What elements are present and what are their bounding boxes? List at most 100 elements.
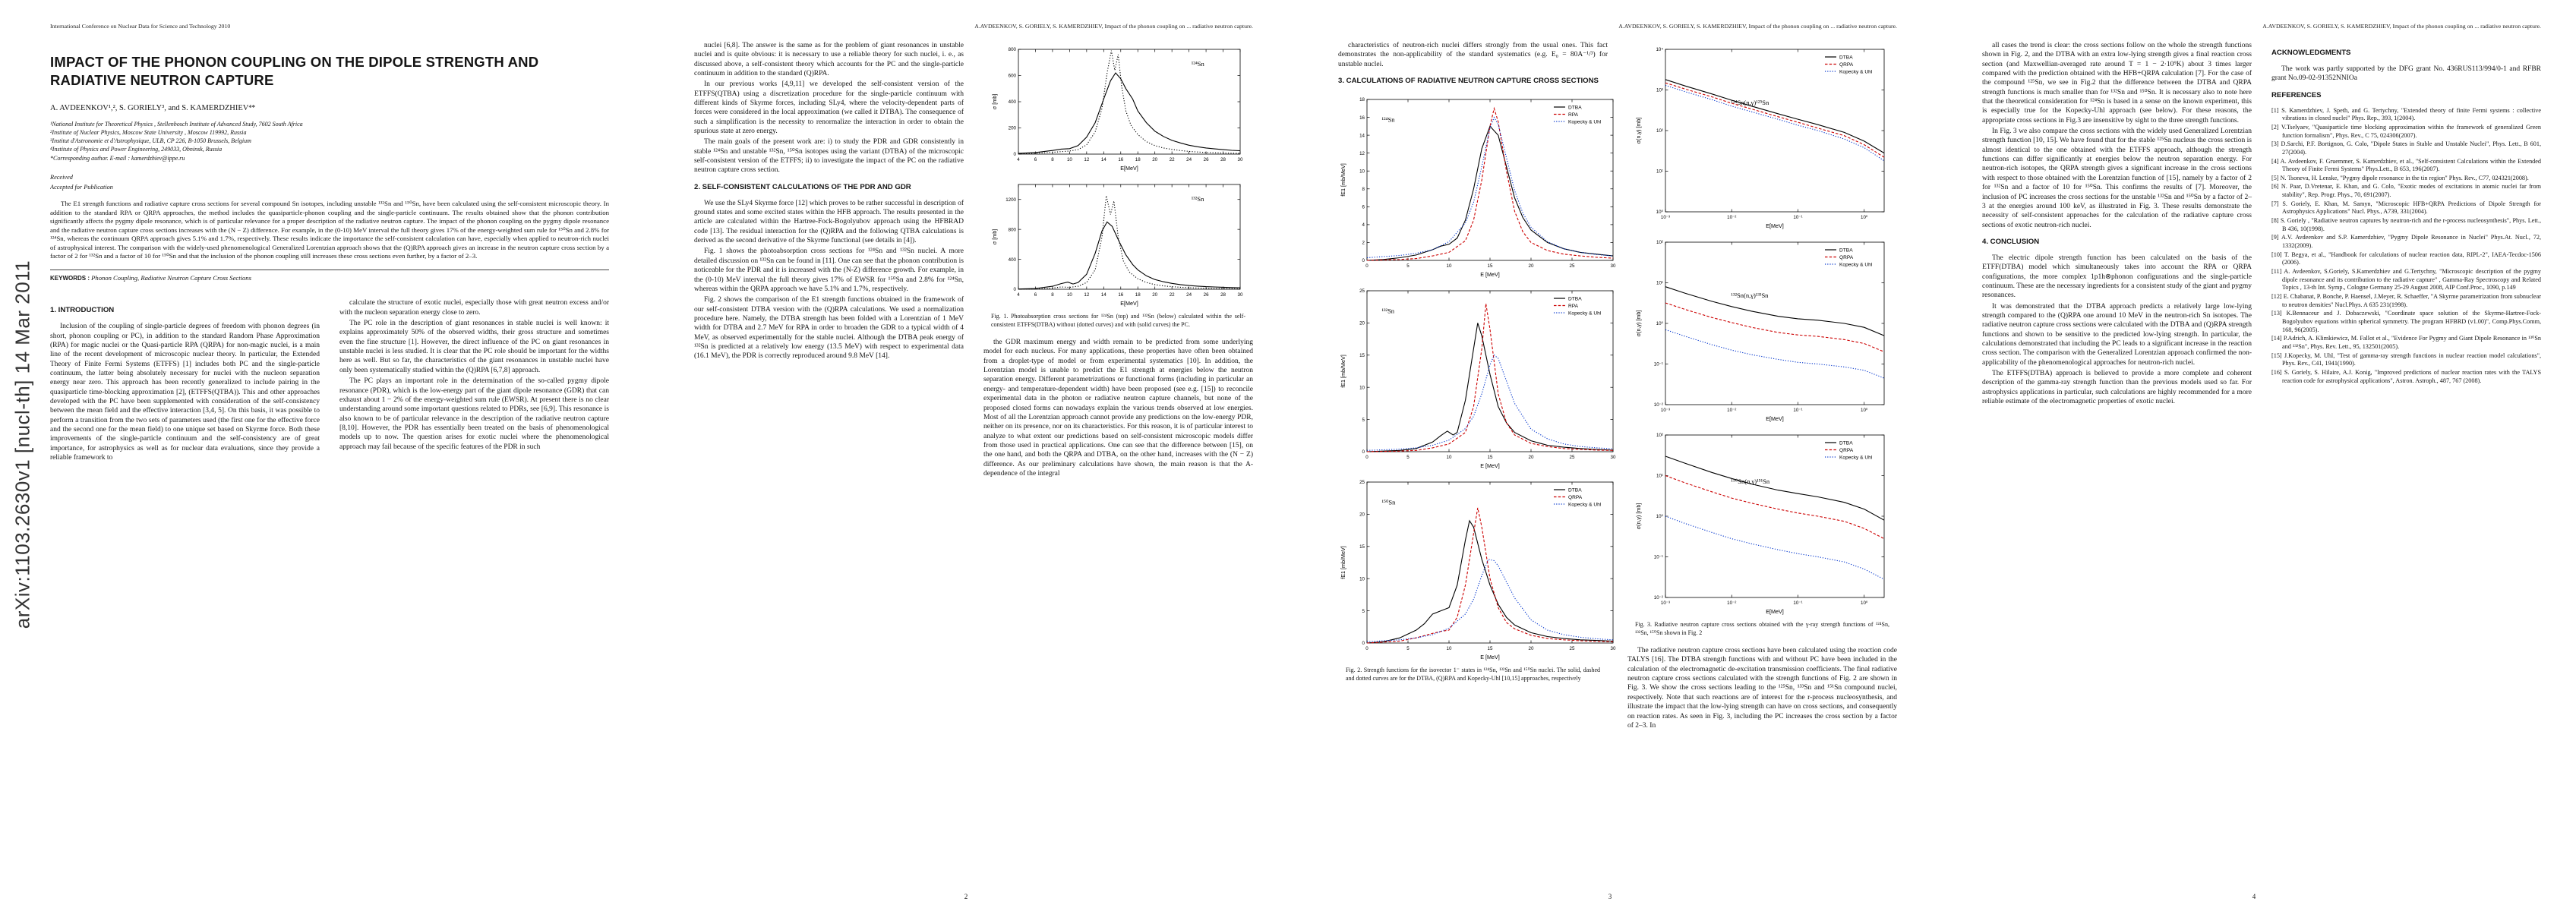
svg-text:15: 15 [1488, 455, 1493, 460]
svg-text:0: 0 [1362, 641, 1365, 646]
svg-text:Kopecky & Uhl: Kopecky & Uhl [1839, 262, 1873, 267]
references-list: [1] S. Kamerdzhiev, J. Speth, and G. Ter… [2271, 107, 2541, 386]
svg-text:10⁻¹: 10⁻¹ [1793, 601, 1802, 606]
svg-text:0: 0 [1365, 646, 1368, 651]
received-line: Received [50, 173, 73, 181]
page-4: A.AVDEENKOV, S. GORIELY, S. KAMERDZHIEV,… [1932, 0, 2576, 911]
intro-text-left: Inclusion of the coupling of single-part… [50, 322, 320, 462]
authors-line: A. AVDEENKOV¹,², S. GORIELY³, and S. KAM… [50, 103, 256, 112]
svg-text:¹³²Sn: ¹³²Sn [1381, 307, 1394, 315]
figure-1-plot-132sn: 4 6 8 10 12 14 16 18 20 22 24 26 28 30 0 400 800 1200 E[Me… [990, 178, 1248, 308]
svg-text:16: 16 [1118, 157, 1123, 162]
page-3-column-right: 10⁻³ 10⁻² 10⁻¹ 10⁰ 10⁰ 10¹ 10² 10³ 10⁴ E[MeV] σ(n,… [1627, 41, 1897, 732]
paragraph: In Fig. 3 we also compare the cross sect… [1982, 128, 2252, 229]
svg-text:10³: 10³ [1656, 88, 1663, 93]
reference-entry: [14] P.Adrich, A. Klimkiewicz, M. Fallot… [2271, 335, 2541, 350]
svg-text:28: 28 [1220, 292, 1226, 298]
figure-3-plot-150sn: 10⁻³ 10⁻² 10⁻¹ 10⁰ 10⁻² 10⁻¹ 10⁰ 10¹ 10² E[MeV] σ(… [1634, 428, 1892, 616]
page-number-4: 4 [2252, 893, 2256, 900]
svg-text:¹²⁴Sn: ¹²⁴Sn [1191, 60, 1204, 68]
svg-text:¹²⁴Sn(n,γ)¹²⁵Sn: ¹²⁴Sn(n,γ)¹²⁵Sn [1731, 99, 1769, 106]
paragraph: characteristics of neutron-rich nuclei d… [1338, 42, 1608, 68]
references-heading: REFERENCES [2271, 90, 2322, 99]
svg-text:10⁰: 10⁰ [1861, 215, 1868, 220]
svg-text:25: 25 [1359, 480, 1365, 485]
svg-text:DTBA: DTBA [1568, 487, 1582, 493]
svg-text:16: 16 [1118, 292, 1123, 298]
svg-text:0: 0 [1013, 287, 1016, 292]
svg-text:16: 16 [1359, 115, 1365, 121]
page-1-body: IMPACT OF THE PHONON COUPLING ON THE DIP… [50, 41, 609, 885]
svg-text:4: 4 [1017, 157, 1020, 162]
page-2-column-left: nuclei [6,8]. The answer is the same as … [694, 41, 964, 480]
svg-text:σ(n,γ) [mb]: σ(n,γ) [mb] [1635, 118, 1642, 144]
received-block: Received Accepted for Publication [50, 173, 609, 193]
paragraph: The main goals of the present work are: … [694, 138, 964, 175]
reference-entry: [3] D.Sarchi, P.F. Bortignon, G. Colo, "… [2271, 140, 2541, 156]
svg-text:5: 5 [1406, 263, 1410, 269]
svg-text:600: 600 [1008, 74, 1016, 79]
page-2-column-right: 4 6 8 10 12 14 16 18 20 22 24 26 28 30 0 200 400 600 800 E[… [983, 41, 1253, 480]
svg-text:E [MeV]: E [MeV] [1480, 654, 1500, 660]
page-number-3: 3 [1608, 893, 1612, 900]
page-4-text-b: The electric dipole strength function ha… [1982, 254, 2252, 407]
reference-entry: [5] N. Tsoneva, H. Lenske, "Pygmy dipole… [2271, 174, 2529, 181]
svg-text:σ [mb]: σ [mb] [991, 94, 998, 109]
svg-text:24: 24 [1186, 157, 1192, 162]
svg-text:10: 10 [1359, 385, 1365, 390]
svg-text:10⁻²: 10⁻² [1727, 215, 1736, 220]
svg-text:15: 15 [1488, 263, 1493, 269]
svg-text:10¹: 10¹ [1656, 169, 1663, 175]
svg-text:DTBA: DTBA [1568, 105, 1582, 110]
svg-text:12: 12 [1084, 157, 1089, 162]
svg-text:8: 8 [1362, 187, 1365, 192]
reference-entry: [6] N. Paar, D.Vretenar, E. Khan, and G.… [2271, 183, 2541, 199]
page-2-text-a: nuclei [6,8]. The answer is the same as … [694, 41, 964, 175]
svg-text:fE1 [mb/MeV]: fE1 [mb/MeV] [1340, 163, 1346, 197]
svg-text:12: 12 [1084, 292, 1089, 298]
svg-text:10⁻³: 10⁻³ [1660, 215, 1669, 220]
figure-2-plot-124sn: 0 5 10 15 20 25 30 0 2 4 6 8 10 12 14 16 18 E [MeV] fE1 [m… [1338, 93, 1621, 279]
svg-text:10⁻²: 10⁻² [1727, 601, 1736, 606]
svg-text:10: 10 [1359, 169, 1365, 174]
svg-text:5: 5 [1362, 418, 1365, 423]
page-3-column-left: characteristics of neutron-rich nuclei d… [1338, 41, 1616, 732]
svg-text:E[MeV]: E[MeV] [1766, 222, 1784, 229]
svg-text:¹³²Sn(n,γ)¹³³Sn: ¹³²Sn(n,γ)¹³³Sn [1731, 292, 1769, 299]
reference-entry: [2] V.Tselyaev, "Quasiparticle time bloc… [2271, 123, 2541, 139]
svg-text:10⁰: 10⁰ [1656, 210, 1663, 215]
acknowledgments-text: The work was partly supported by the DFG… [2271, 65, 2541, 83]
figure-3-plot-124sn: 10⁻³ 10⁻² 10⁻¹ 10⁰ 10⁰ 10¹ 10² 10³ 10⁴ E[MeV] σ(n,… [1634, 43, 1892, 231]
svg-text:10⁻¹: 10⁻¹ [1653, 362, 1662, 367]
svg-text:14: 14 [1359, 133, 1365, 138]
svg-text:12: 12 [1359, 151, 1365, 156]
conference-header: International Conference on Nuclear Data… [50, 23, 231, 30]
page-1-columns: 1. INTRODUCTION Inclusion of the couplin… [50, 298, 609, 464]
reference-entry: [13] K.Bennaceur and J. Dobaczewski, "Co… [2271, 310, 2541, 333]
svg-text:0: 0 [1362, 258, 1365, 263]
svg-text:0: 0 [1365, 455, 1368, 460]
svg-text:σ(n,γ) [mb]: σ(n,γ) [mb] [1635, 503, 1642, 530]
svg-text:5: 5 [1362, 609, 1365, 614]
keywords-line: KEYWORDS : Phonon Coupling, Radiative Ne… [50, 270, 609, 286]
svg-text:30: 30 [1611, 263, 1616, 269]
svg-text:Kopecky & Uhl: Kopecky & Uhl [1839, 69, 1873, 74]
svg-text:10⁻³: 10⁻³ [1660, 408, 1669, 413]
svg-text:DTBA: DTBA [1839, 247, 1853, 253]
page-1: International Conference on Nuclear Data… [0, 0, 644, 911]
svg-text:10⁴: 10⁴ [1656, 47, 1663, 52]
reference-entry: [15] J.Kopecky, M. Uhl, "Test of gamma-r… [2271, 351, 2541, 367]
affiliation-line: *Corresponding author. E-mail : kamerdzh… [50, 154, 185, 162]
reference-entry: [16] S. Goriely, S. Hilaire, A.J. Konig,… [2271, 368, 2541, 384]
svg-text:10⁻²: 10⁻² [1727, 408, 1736, 413]
svg-text:4: 4 [1362, 222, 1365, 228]
paragraph: The PC role in the description of giant … [339, 320, 609, 374]
svg-text:10⁻¹: 10⁻¹ [1793, 408, 1802, 413]
paragraph: calculate the structure of exotic nuclei… [339, 299, 609, 317]
svg-text:10: 10 [1447, 263, 1452, 269]
affiliation-line: ²Institute of Nuclear Physics, Moscow St… [50, 129, 247, 136]
svg-text:800: 800 [1008, 47, 1016, 52]
figure-2-plot-132sn: 0 5 10 15 20 25 30 0 5 10 15 20 25 E [MeV] fE1 [mb/MeV… [1338, 284, 1621, 471]
svg-text:QRPA: QRPA [1839, 255, 1854, 260]
svg-text:¹⁵⁰Sn: ¹⁵⁰Sn [1381, 499, 1396, 506]
